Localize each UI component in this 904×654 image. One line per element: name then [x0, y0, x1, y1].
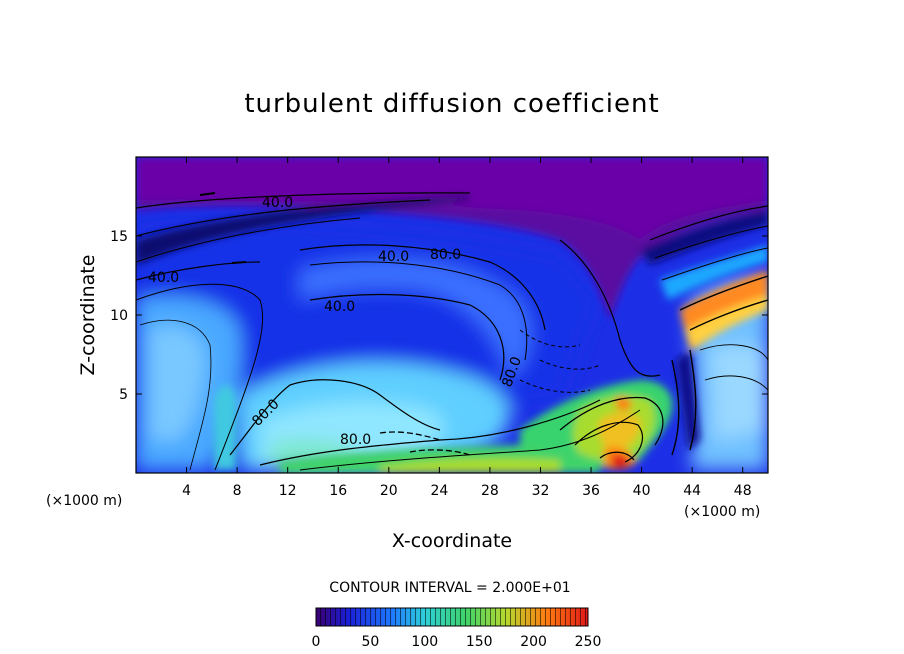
contour-lines [136, 192, 768, 471]
colorbar-ticks: 0 50 100 150 200 250 [312, 634, 602, 650]
colorbar-tick-label: 50 [361, 634, 379, 650]
x-tick-label: 24 [430, 483, 448, 499]
x-tick-label: 12 [279, 483, 297, 499]
x-tick-label: 28 [481, 483, 499, 499]
x-tick-label: 4 [182, 483, 191, 499]
y-tick-label: 15 [110, 229, 128, 245]
colorbar-tick-label: 0 [312, 634, 321, 650]
y-axis-label: Z-coordinate [77, 255, 99, 376]
contour-interval-text: CONTOUR INTERVAL = 2.000E+01 [329, 580, 570, 596]
y-tick-label: 10 [110, 308, 128, 324]
x-tick-label: 8 [233, 483, 242, 499]
x-tick-label: 40 [633, 483, 651, 499]
x-unit-right: (×1000 m) [684, 504, 760, 520]
x-tick-label: 44 [683, 483, 701, 499]
colorbar: 0 50 100 150 200 250 [312, 607, 602, 650]
x-axis: 4 8 12 16 20 24 28 32 36 40 44 48 [182, 157, 752, 499]
contour-label: 40.0 [324, 299, 355, 315]
contour-label: 40.0 [262, 195, 293, 211]
x-tick-label: 20 [380, 483, 398, 499]
colorbar-tick-label: 250 [575, 634, 602, 650]
x-tick-label: 48 [734, 483, 752, 499]
colorbar-stripes [316, 608, 588, 626]
x-tick-label: 32 [532, 483, 550, 499]
x-unit-left: (×1000 m) [46, 493, 122, 509]
contour-label: 80.0 [430, 247, 461, 263]
y-axis: 5 10 15 [110, 229, 768, 403]
x-tick-label: 16 [329, 483, 347, 499]
contour-label: 40.0 [148, 270, 179, 286]
contour-label: 40.0 [378, 249, 409, 265]
x-tick-label: 36 [582, 483, 600, 499]
colorbar-tick-label: 100 [411, 634, 438, 650]
y-tick-label: 5 [119, 387, 128, 403]
x-axis-label: X-coordinate [392, 530, 512, 552]
colorbar-frame [315, 607, 589, 627]
contour-label: 80.0 [340, 432, 371, 448]
heatmap-field [136, 157, 768, 473]
colorbar-tick-label: 200 [520, 634, 547, 650]
colorbar-tick-label: 150 [466, 634, 493, 650]
chart-title: turbulent diffusion coefficient [244, 89, 659, 119]
